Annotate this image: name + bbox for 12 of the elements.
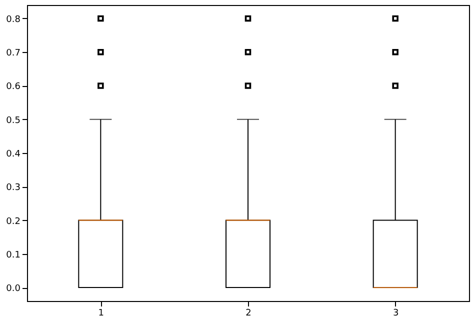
y-tick-label: 0.7 [6, 48, 20, 59]
y-tick-label: 0.4 [6, 150, 21, 160]
x-tick-label: 2 [246, 308, 252, 318]
y-tick-label: 0.6 [6, 82, 21, 92]
y-tick-label: 0.0 [6, 284, 21, 294]
y-tick-label: 0.8 [6, 14, 21, 25]
x-tick-label: 1 [98, 308, 104, 318]
y-tick-label: 0.2 [6, 216, 20, 227]
y-tick-label: 0.1 [6, 250, 20, 260]
y-tick-label: 0.3 [6, 183, 20, 194]
x-tick-label: 3 [392, 308, 399, 318]
y-tick-label: 0.5 [6, 116, 20, 126]
